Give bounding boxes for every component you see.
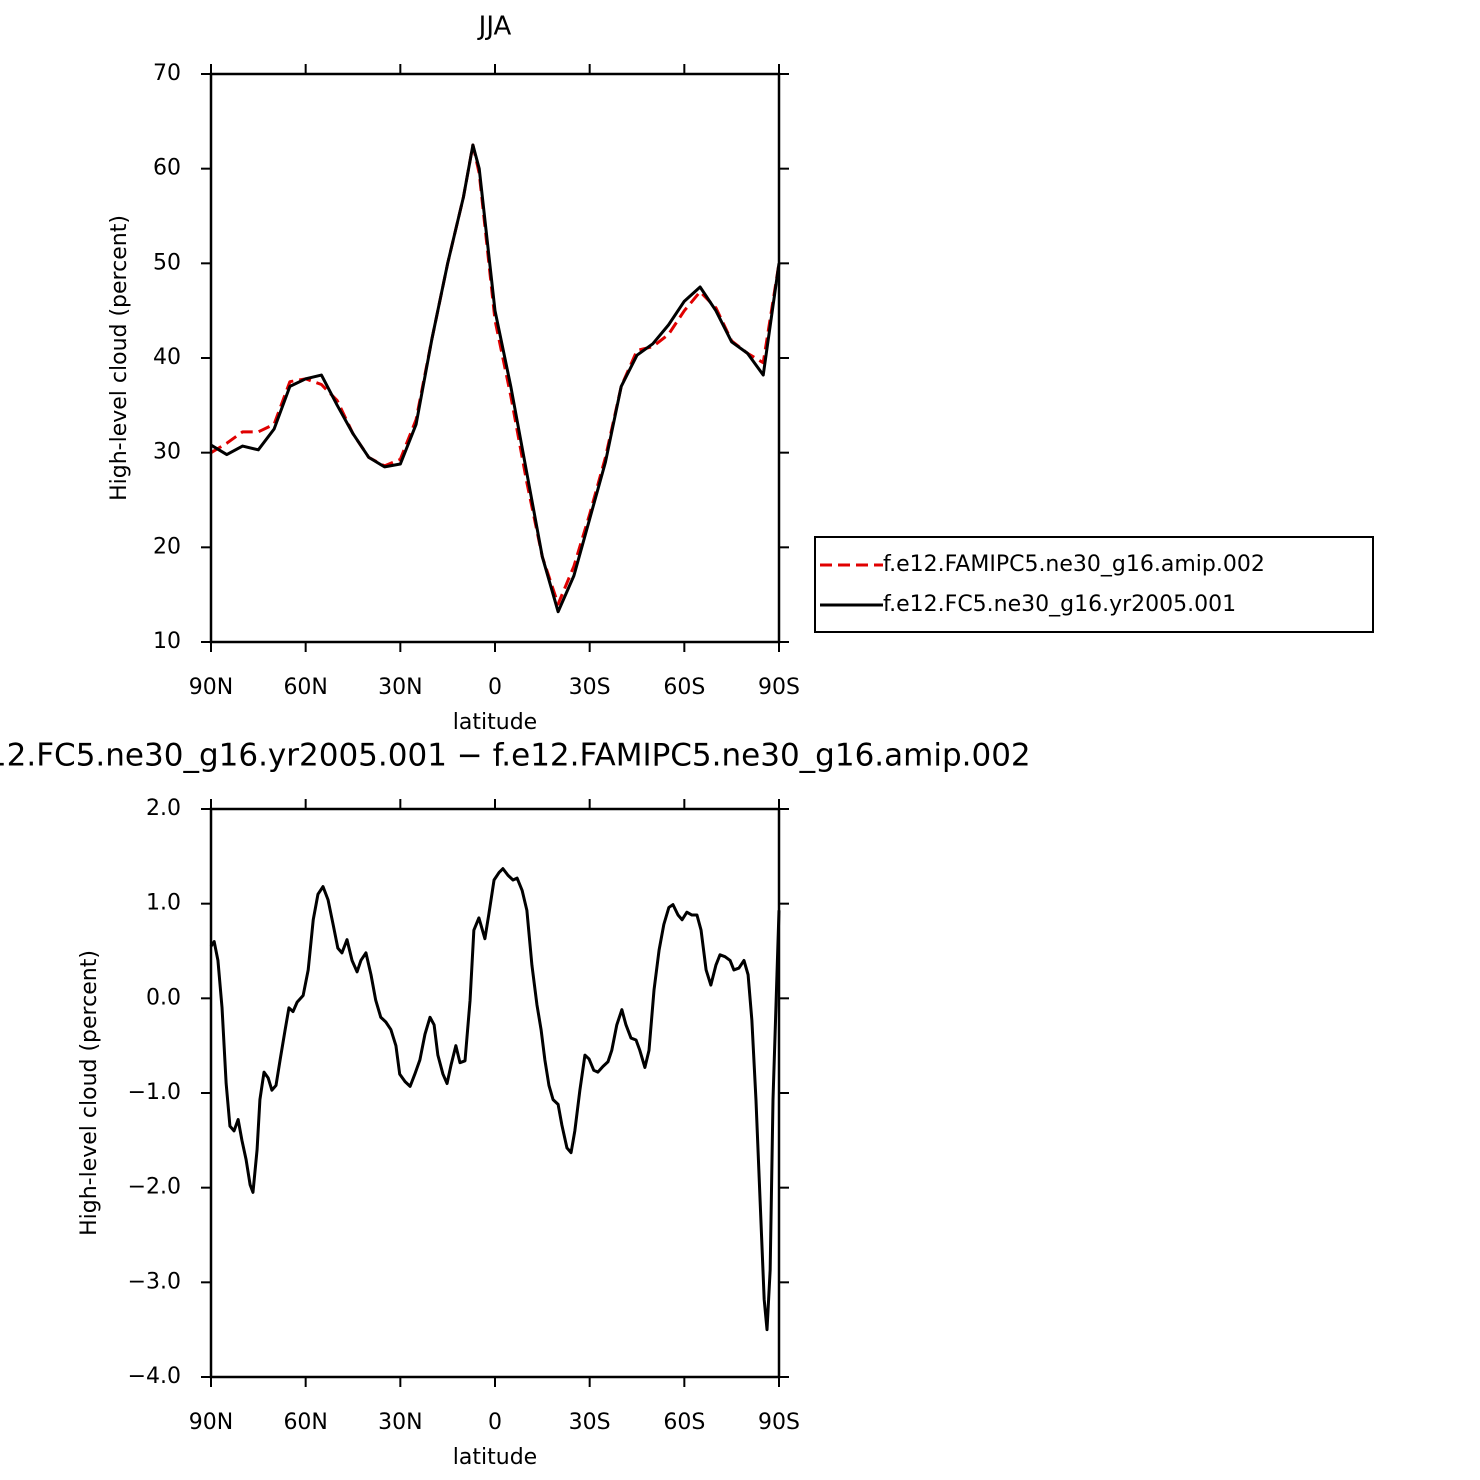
- x-tick-label: 30N: [378, 675, 422, 700]
- panel: JJA High-level cloud (percent) latitude 10 2…: [107, 12, 1374, 735]
- y-tick-label: 50: [153, 250, 181, 275]
- x-tick-label: 90S: [758, 675, 800, 700]
- y-tick-label: 2.0: [146, 796, 181, 821]
- data-line: [209, 867, 781, 1332]
- y-tick-label: 30: [153, 440, 181, 465]
- x-tick-label: 90N: [189, 675, 233, 700]
- y-tick-label: −2.0: [128, 1175, 181, 1200]
- chart-title: f.e12.FC5.ne30_g16.yr2005.001 − f.e12.FA…: [0, 738, 1031, 774]
- y-tick-label: 10: [153, 629, 181, 654]
- y-tick-label: −4.0: [128, 1364, 181, 1389]
- y-tick-label: 40: [153, 345, 181, 370]
- y-tick-label: 20: [153, 534, 181, 559]
- legend-label: f.e12.FC5.ne30_g16.yr2005.001: [883, 592, 1236, 617]
- y-axis-label: High-level cloud (percent): [77, 950, 102, 1236]
- x-tick-label: 90N: [189, 1410, 233, 1435]
- x-tick-label: 0: [488, 675, 502, 700]
- chart-title: JJA: [477, 12, 512, 42]
- legend-box: [814, 536, 1374, 633]
- x-axis-label: latitude: [453, 710, 537, 735]
- y-tick-label: −1.0: [128, 1080, 181, 1105]
- data-line: [210, 143, 781, 614]
- y-tick-label: 0.0: [146, 985, 181, 1010]
- legend-label: f.e12.FAMIPC5.ne30_g16.amip.002: [883, 552, 1265, 577]
- x-tick-label: 30N: [378, 1410, 422, 1435]
- plot-frame: [209, 807, 781, 1379]
- y-tick-label: 1.0: [146, 891, 181, 916]
- y-axis-label: High-level cloud (percent): [107, 215, 132, 501]
- y-tick-label: 60: [153, 156, 181, 181]
- x-tick-label: 60N: [283, 675, 327, 700]
- legend: f.e12.FAMIPC5.ne30_g16.amip.002 f.e12.FC5…: [814, 536, 1374, 633]
- x-tick-label: 0: [488, 1410, 502, 1435]
- y-tick-label: 70: [153, 61, 181, 86]
- y-tick-label: −3.0: [128, 1269, 181, 1294]
- plot-frame: [209, 72, 781, 644]
- x-tick-label: 90S: [758, 1410, 800, 1435]
- x-tick-label: 60S: [663, 1410, 705, 1435]
- x-tick-label: 60N: [283, 1410, 327, 1435]
- data-line: [210, 143, 781, 606]
- x-tick-label: 60S: [663, 675, 705, 700]
- x-tick-label: 30S: [569, 675, 611, 700]
- panel: f.e12.FC5.ne30_g16.yr2005.001 − f.e12.FA…: [0, 738, 1031, 1471]
- x-axis-label: latitude: [453, 1445, 537, 1470]
- x-tick-label: 30S: [569, 1410, 611, 1435]
